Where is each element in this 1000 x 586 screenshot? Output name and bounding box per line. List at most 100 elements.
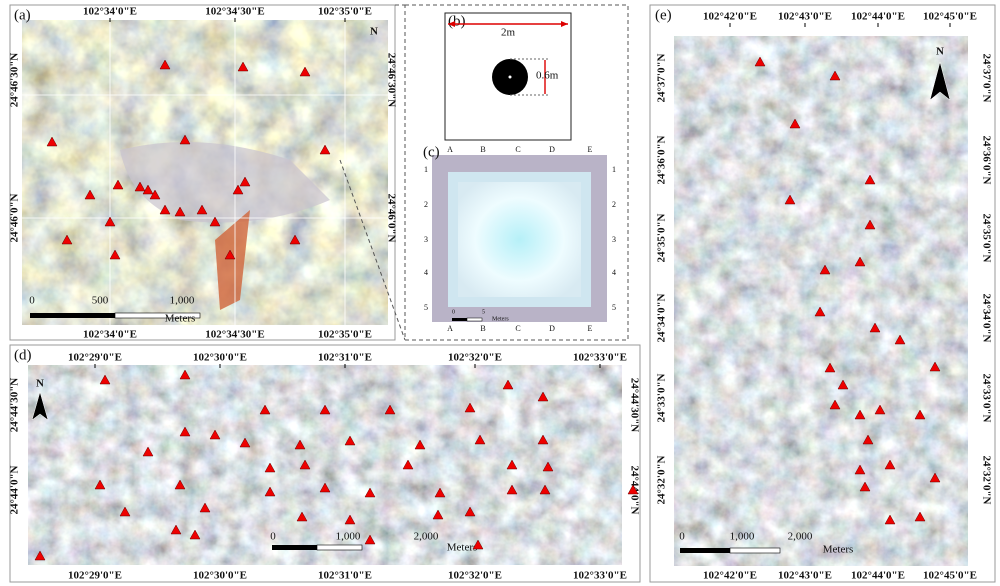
x-tick-label: 102°30'0"E [193,352,247,364]
scale-label: Meters [492,316,509,322]
satellite-image [674,36,968,566]
scale-bar [272,545,317,550]
width-label: 2m [501,27,516,39]
sample-point [506,484,518,495]
y-tick-label: 24°34'0"N [656,293,668,342]
north-label: N [36,378,44,390]
scale-bar [466,317,483,322]
y-tick-label: 24°35'0"N [656,213,668,262]
scale-label: 5 [482,309,485,315]
panel-label: (e) [655,7,672,23]
column-label: B [480,145,485,154]
column-label: A [447,145,453,154]
scale-label: 0 [452,309,455,315]
sample-point [239,437,251,448]
x-tick-label: 102°31'0"E [318,570,372,582]
north-arrow [31,391,49,421]
sample-point [864,219,876,230]
sample-point [179,426,191,437]
sample-point [289,234,301,245]
sample-point [170,524,182,535]
sample-point [119,506,131,517]
y-tick-label: 24°46'0"N [385,193,397,242]
sample-point [174,206,186,217]
sample-point [884,459,896,470]
y-tick-label: 24°44'30"N [628,378,640,433]
sample-point [914,511,926,522]
row-label: 4 [424,268,428,277]
sample-point [237,61,249,72]
target-pixels [458,182,581,297]
satellite-image [28,365,622,565]
x-tick-label: 102°35'0"E [318,329,372,341]
sample-point [432,509,444,520]
sample-point [854,409,866,420]
x-tick-label: 102°44'0"E [851,11,905,23]
scale-bar [452,318,467,321]
column-label: E [588,324,593,333]
scale-label: 0 [29,295,35,307]
y-tick-label: 24°33'0"N [656,373,668,422]
inset-frame [404,4,629,341]
row-label: 2 [612,200,616,209]
sample-point [627,484,639,495]
sample-point [364,487,376,498]
scale-bar [316,544,363,551]
sample-point [472,539,484,550]
sample-point [929,472,941,483]
x-tick-label: 102°32'0"E [448,352,502,364]
sample-point [319,144,331,155]
sample-point [434,487,446,498]
sample-point [874,404,886,415]
sample-point [46,136,58,147]
y-tick-label: 24°34'0"N [980,293,992,342]
x-tick-label: 102°34'30"E [205,329,264,341]
sample-point [869,322,881,333]
sample-point [84,189,96,200]
column-label: A [447,324,453,333]
sample-point [854,256,866,267]
sample-point [894,334,906,345]
sample-point [319,404,331,415]
x-tick-label: 102°33'0"E [573,352,627,364]
x-tick-label: 102°34'30"E [205,6,264,18]
sample-point [539,484,551,495]
y-tick-label: 24°44'30"N [9,378,21,433]
sample-point [829,399,841,410]
sample-point [296,511,308,522]
sample-point [99,374,111,385]
row-label: 3 [612,235,616,244]
tailings [215,210,250,310]
sample-point [784,194,796,205]
scale-label: Meters [823,544,854,556]
panel-label: (d) [14,347,32,363]
sample-point [854,464,866,475]
x-tick-label: 102°35'0"E [318,6,372,18]
sample-point [142,446,154,457]
scale-label: 2,000 [414,531,439,543]
y-tick-label: 24°36'0"N [980,135,992,184]
sample-point [864,174,876,185]
column-label: B [480,324,485,333]
scale-label: 0 [270,531,276,543]
row-label: 5 [612,303,616,312]
sample-point [754,56,766,67]
x-tick-label: 102°43'0"E [778,11,832,23]
sample-point [239,176,251,187]
y-tick-label: 24°46'30"N [385,53,397,108]
row-label: 5 [424,303,428,312]
column-label: C [515,145,520,154]
sample-point [789,118,801,129]
sample-point [174,479,186,490]
sample-point [464,402,476,413]
panel-label: (c) [423,144,440,160]
sample-point [299,66,311,77]
sample-point [34,550,46,561]
north-arrow [929,61,951,101]
sample-point [159,59,171,70]
sample-point [142,184,154,195]
target-center [508,75,512,79]
scale-label: 1,000 [730,531,755,543]
sample-point [134,181,146,192]
north-label: N [370,26,378,38]
